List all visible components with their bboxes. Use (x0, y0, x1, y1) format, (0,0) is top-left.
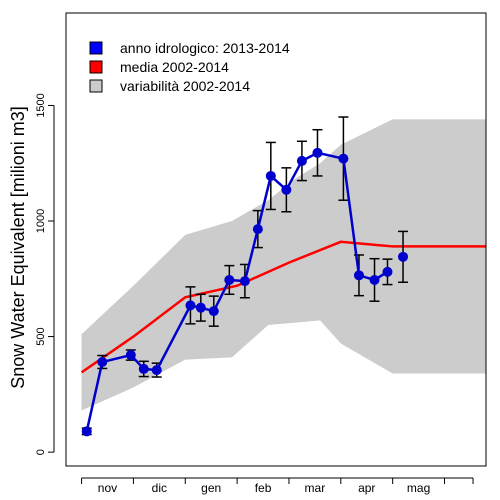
legend-entry: variabilità 2002-2014 (89, 78, 250, 94)
y-tick-label: 0 (35, 449, 47, 455)
observation-point (281, 184, 292, 195)
plot-frame (65, 12, 487, 467)
observation-point (353, 270, 364, 281)
legend-swatch (89, 41, 103, 55)
x-tick-label: apr (358, 481, 375, 495)
y-tick-label: 1500 (35, 93, 47, 117)
y-axis-title: Snow Water Equivalent [milioni m3] (8, 106, 28, 388)
x-tick-label: mar (305, 481, 326, 495)
x-axis: nov dic gen feb mar apr mag (81, 477, 474, 495)
x-tick-label: mag (407, 481, 430, 495)
legend-label: anno idrologico: 2013-2014 (120, 40, 290, 56)
legend: anno idrologico: 2013-2014 media 2002-201… (89, 40, 290, 94)
observation-point (208, 306, 219, 317)
observation-point (338, 153, 349, 164)
observation-point (296, 155, 307, 166)
y-axis: 0 500 1000 1500 (35, 93, 55, 455)
observation-point (151, 365, 162, 376)
observation-point (369, 274, 380, 285)
observation-points-layer (81, 147, 409, 437)
x-tick-label: gen (201, 481, 221, 495)
mean-line (80, 240, 486, 374)
mean-line-layer (80, 240, 486, 374)
observation-point (252, 224, 263, 235)
observation-point (398, 251, 409, 262)
y-tick-label: 1000 (35, 209, 47, 233)
observation-point (239, 276, 250, 287)
legend-swatch (89, 79, 103, 93)
observation-point (185, 300, 196, 311)
observation-point (138, 363, 149, 374)
legend-swatch (89, 60, 103, 74)
y-tick-label: 500 (35, 327, 47, 345)
observation-point (312, 147, 323, 158)
x-tick-label: dic (152, 481, 167, 495)
legend-entry: media 2002-2014 (89, 59, 229, 75)
observation-point (382, 266, 393, 277)
observation-point (97, 356, 108, 367)
x-tick-label: feb (255, 481, 272, 495)
x-tick-label: nov (98, 481, 117, 495)
observation-point (81, 426, 92, 437)
observation-point (125, 350, 136, 361)
observation-point (265, 170, 276, 181)
observation-point (195, 302, 206, 313)
legend-entry: anno idrologico: 2013-2014 (89, 40, 290, 56)
legend-label: variabilità 2002-2014 (120, 78, 250, 94)
observation-point (224, 274, 235, 285)
legend-label: media 2002-2014 (120, 59, 229, 75)
